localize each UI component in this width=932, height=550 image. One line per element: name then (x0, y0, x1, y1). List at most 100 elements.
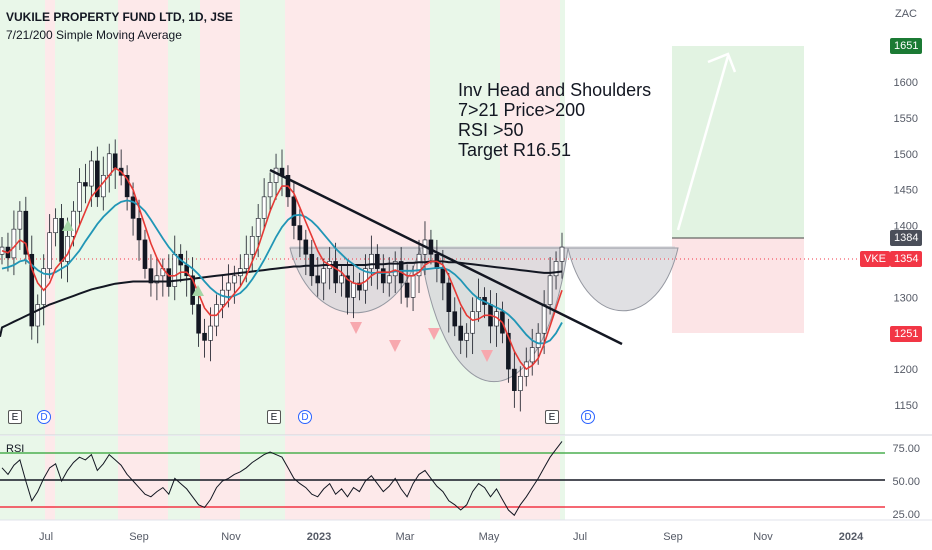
signal-markers (62, 220, 493, 362)
candle (303, 239, 309, 255)
projection-arrow (676, 55, 730, 231)
sma-200-line (0, 260, 563, 338)
candle (196, 304, 201, 334)
candle (255, 218, 261, 237)
bull-band (55, 436, 118, 520)
candle (29, 253, 35, 327)
time-tick-label: Sep (663, 531, 683, 543)
price-tick-label: 1600 (894, 77, 918, 89)
annotation-line: Inv Head and Shoulders (458, 80, 652, 100)
candle (470, 311, 475, 334)
buy-marker (192, 285, 204, 296)
dividend-event[interactable]: D (298, 410, 312, 424)
candle (404, 282, 410, 298)
bear-band (285, 436, 430, 520)
candle (220, 289, 225, 305)
candle (547, 275, 553, 305)
candle (154, 275, 160, 284)
candle (410, 275, 416, 298)
candle (351, 282, 356, 298)
candle (267, 182, 273, 198)
right-shoulder (567, 247, 679, 312)
bull-band (55, 0, 118, 435)
bull-band (240, 436, 285, 520)
time-tick-label: Nov (753, 531, 773, 543)
rsi-tick-label: 50.00 (892, 476, 920, 488)
candle (47, 232, 52, 269)
price-tick-label: 1200 (894, 364, 918, 376)
price-tick-label: 1550 (894, 113, 918, 125)
dividend-event[interactable]: D (37, 410, 51, 424)
candle (339, 275, 344, 284)
dividend-event[interactable]: D (581, 410, 595, 424)
earnings-event[interactable]: E (8, 410, 22, 424)
earnings-event[interactable]: E (267, 410, 281, 424)
symbol-tag: VKE (860, 251, 891, 267)
candle (23, 210, 29, 255)
candle (458, 325, 464, 341)
signal-background (0, 0, 565, 435)
projection-arrow-head (707, 52, 737, 73)
candle (559, 246, 565, 262)
candle (106, 153, 112, 176)
indicator-title[interactable]: 7/21/200 Simple Moving Average (6, 28, 182, 42)
candle (297, 225, 303, 241)
candle (208, 325, 213, 341)
candle (273, 167, 279, 183)
candle (136, 218, 142, 241)
sma-7-line (1, 167, 563, 371)
candle (124, 175, 130, 198)
candle (83, 182, 88, 187)
candle (428, 239, 434, 255)
candle (166, 268, 172, 287)
time-tick-label: Jul (573, 531, 587, 543)
price-axis[interactable]: 1150120012501300135014001450150015501600… (892, 77, 920, 521)
bear-band (200, 436, 240, 520)
candle (11, 228, 17, 259)
candle (35, 304, 41, 327)
annotation-line: Target R16.51 (458, 140, 572, 160)
sell-marker (481, 350, 493, 362)
candle (333, 261, 338, 284)
candle (202, 332, 207, 341)
candle (100, 175, 106, 198)
target-zone (672, 46, 804, 238)
rsi-tick-label: 75.00 (892, 443, 920, 455)
sma-21-line (1, 199, 563, 345)
candle (291, 196, 297, 226)
candle (190, 275, 195, 305)
rsi-tick-label: 25.00 (892, 509, 920, 521)
bear-band (500, 436, 560, 520)
entry-price-tag: 1384 (890, 230, 923, 246)
price-tick-label: 1150 (894, 400, 918, 412)
price-tick-label: 1400 (894, 221, 918, 233)
sell-marker (350, 322, 362, 334)
candle (476, 297, 481, 312)
candle (53, 218, 58, 234)
candle (446, 282, 452, 312)
candle (148, 268, 154, 284)
currency-label: ZAC (895, 8, 917, 20)
candle (369, 253, 374, 269)
candle (112, 153, 118, 169)
bear-band (285, 0, 430, 435)
stop-price-tag: 1251 (890, 326, 923, 342)
sell-marker (389, 340, 401, 352)
price-tick-label: 1500 (894, 149, 918, 161)
candle (416, 253, 422, 277)
annotation-line: RSI >50 (458, 120, 524, 140)
candle (17, 210, 23, 230)
bear-band (45, 436, 55, 520)
rsi-background (0, 436, 565, 520)
rsi-title: RSI (6, 443, 25, 455)
time-axis[interactable]: Jul Sep Nov 2023 Mar May Jul Sep Nov 2024 (39, 531, 864, 543)
candle (380, 268, 386, 284)
candle (77, 182, 82, 212)
bull-band (168, 0, 200, 435)
candle (529, 347, 535, 363)
time-tick-label: Sep (129, 531, 149, 543)
candle (71, 210, 76, 237)
earnings-event[interactable]: E (545, 410, 559, 424)
candle (232, 275, 237, 284)
